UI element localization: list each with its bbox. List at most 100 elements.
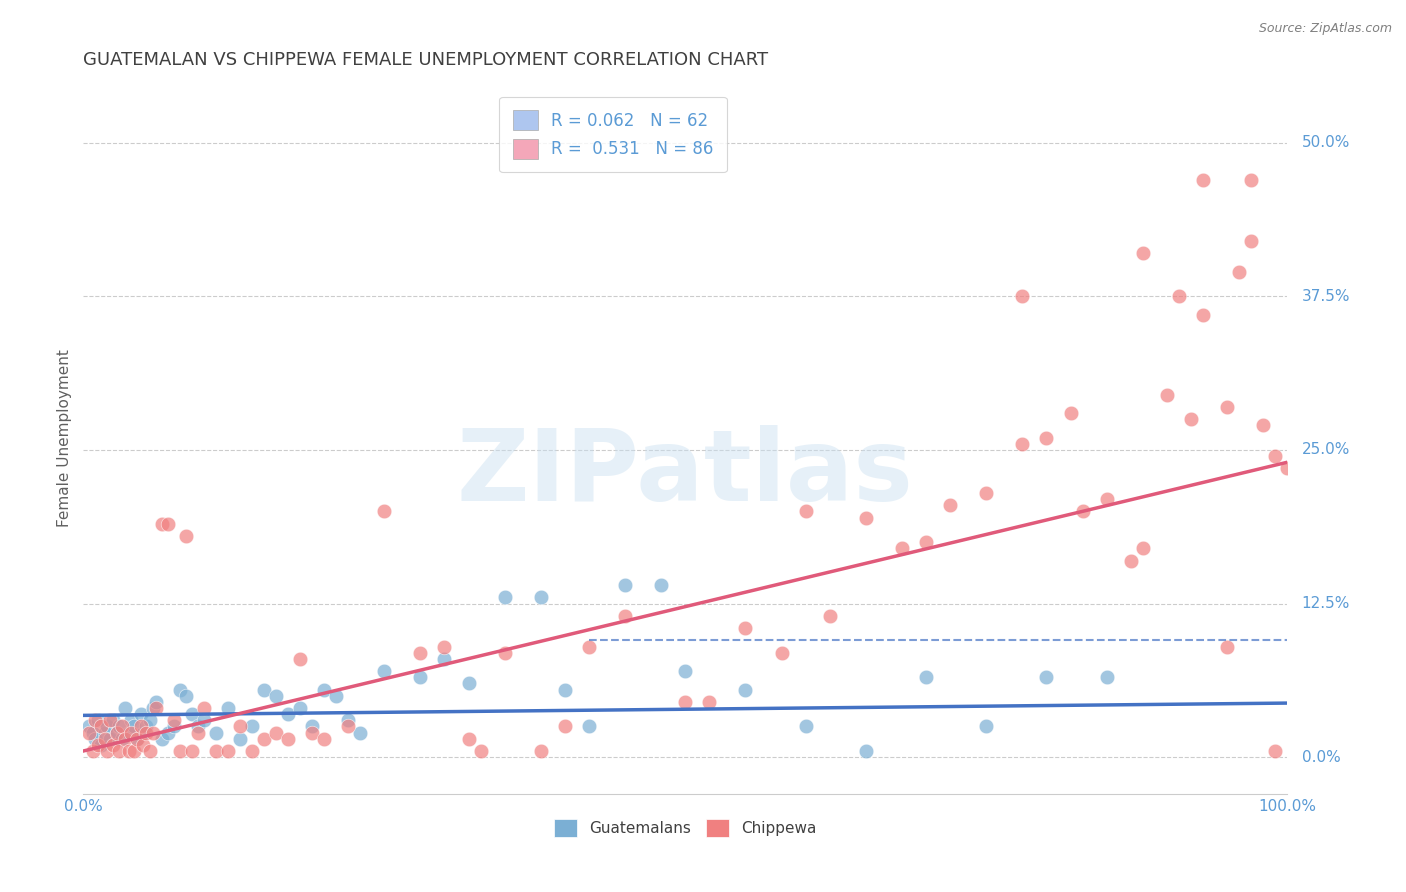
Point [1119, 553, 1142, 567]
Point [301, 725, 323, 739]
Point [1264, 449, 1286, 463]
Point [770, 646, 793, 660]
Point [138, 744, 160, 758]
Point [325, 689, 347, 703]
Point [103, 738, 125, 752]
Text: Source: ZipAtlas.com: Source: ZipAtlas.com [1258, 22, 1392, 36]
Point [156, 725, 179, 739]
Point [217, 744, 239, 758]
Point [337, 719, 360, 733]
Point [240, 719, 263, 733]
Point [229, 731, 252, 746]
Point [129, 707, 152, 722]
Point [1264, 744, 1286, 758]
Point [162, 719, 184, 733]
Point [105, 725, 128, 739]
Point [82, 725, 104, 739]
Point [135, 719, 157, 733]
Point [794, 719, 817, 733]
Point [734, 621, 756, 635]
Point [217, 701, 239, 715]
Point [94, 725, 117, 739]
Point [1240, 234, 1263, 248]
Point [1167, 289, 1189, 303]
Text: 50.0%: 50.0% [1302, 136, 1350, 150]
Point [1277, 461, 1299, 475]
Point [108, 719, 131, 733]
Point [1095, 670, 1118, 684]
Text: 37.5%: 37.5% [1302, 289, 1350, 304]
Point [169, 744, 191, 758]
Point [1059, 406, 1081, 420]
Point [174, 529, 197, 543]
Point [204, 725, 226, 739]
Point [939, 498, 962, 512]
Point [699, 695, 721, 709]
Point [554, 719, 576, 733]
Point [614, 578, 637, 592]
Point [180, 744, 202, 758]
Point [1035, 431, 1057, 445]
Point [138, 713, 160, 727]
Point [114, 701, 136, 715]
Point [187, 725, 209, 739]
Point [142, 701, 165, 715]
Point [135, 725, 157, 739]
Point [554, 682, 576, 697]
Point [1216, 640, 1239, 654]
Point [915, 535, 938, 549]
Point [156, 516, 179, 531]
Text: 25.0%: 25.0% [1302, 442, 1350, 458]
Point [794, 504, 817, 518]
Point [1011, 289, 1033, 303]
Point [312, 731, 335, 746]
Point [1240, 172, 1263, 186]
Point [118, 725, 141, 739]
Text: GUATEMALAN VS CHIPPEWA FEMALE UNEMPLOYMENT CORRELATION CHART: GUATEMALAN VS CHIPPEWA FEMALE UNEMPLOYME… [83, 51, 769, 69]
Point [1035, 670, 1057, 684]
Point [98, 731, 121, 746]
Point [974, 486, 997, 500]
Point [111, 719, 134, 733]
Point [734, 682, 756, 697]
Point [1071, 504, 1094, 518]
Point [349, 725, 371, 739]
Point [974, 719, 997, 733]
Point [150, 731, 173, 746]
Point [111, 731, 134, 746]
Point [1180, 412, 1202, 426]
Point [1132, 246, 1154, 260]
Point [1192, 308, 1215, 322]
Point [122, 719, 145, 733]
Point [169, 682, 191, 697]
Point [673, 664, 696, 678]
Point [150, 516, 173, 531]
Text: 12.5%: 12.5% [1302, 596, 1350, 611]
Text: 0.0%: 0.0% [1302, 749, 1340, 764]
Point [79, 719, 101, 733]
Point [530, 591, 553, 605]
Point [174, 689, 197, 703]
Point [145, 701, 167, 715]
Point [229, 719, 252, 733]
Point [162, 713, 184, 727]
Point [120, 713, 142, 727]
Point [409, 670, 432, 684]
Point [277, 707, 299, 722]
Point [98, 713, 121, 727]
Point [1095, 492, 1118, 507]
Point [108, 744, 131, 758]
Point [288, 652, 311, 666]
Point [82, 744, 104, 758]
Point [1011, 437, 1033, 451]
Point [264, 725, 287, 739]
Point [915, 670, 938, 684]
Point [127, 731, 149, 746]
Point [132, 738, 155, 752]
Point [90, 719, 112, 733]
Point [90, 738, 112, 752]
Point [187, 719, 209, 733]
Point [301, 719, 323, 733]
Point [470, 744, 492, 758]
Point [337, 713, 360, 727]
